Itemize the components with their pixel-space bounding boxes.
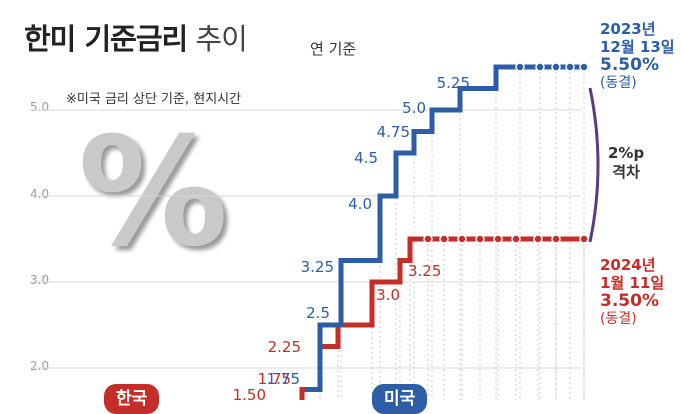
data-label: 2.25 [268, 338, 301, 356]
data-label: 3.25 [408, 262, 441, 280]
data-point [511, 234, 521, 244]
gap-brace [588, 87, 600, 243]
footnote: ※미국 금리 상단 기준, 현지시간 [66, 92, 242, 107]
y-tick-label: 4.0 [30, 187, 50, 201]
us-date-year: 2023년 [600, 20, 656, 38]
data-label: 4.0 [348, 195, 372, 213]
data-point [493, 234, 503, 244]
data-label: 4.75 [377, 123, 410, 141]
data-label: 3.0 [376, 286, 400, 304]
percent-watermark: % [78, 106, 229, 280]
kr-status: (동결) [600, 311, 637, 327]
data-point [439, 234, 449, 244]
data-label: 1.75 [258, 370, 291, 388]
chart-title: 한미 기준금리 추이 [24, 16, 248, 58]
data-label: 1.75 [267, 370, 300, 388]
data-point [423, 234, 433, 244]
kr-rate: 3.50% [600, 291, 659, 311]
title-suffix: 추이 [187, 22, 247, 56]
data-point [457, 234, 467, 244]
data-point [475, 234, 485, 244]
title-main: 한미 기준금리 [24, 22, 188, 56]
data-point [551, 234, 561, 244]
gap-value: 2%p [608, 144, 645, 162]
us-date-day: 12월 13일 [600, 38, 675, 56]
us-rate: 5.50% [600, 55, 659, 75]
kr-annotation: 2024년 1월 11일 3.50% (동결) [600, 256, 664, 328]
kr-date-year: 2024년 [600, 256, 656, 274]
us-annotation: 2023년 12월 13일 5.50% (동결) [600, 20, 675, 92]
legend-us: 미국 [372, 384, 428, 414]
rate-chart: 1.501.75 2.25 3.0 3.25 1.75 2.5 3.25 4.0 4.5 4.7… [30, 62, 600, 400]
data-point [551, 62, 561, 72]
data-point [579, 62, 589, 72]
data-point [579, 234, 589, 244]
data-point [515, 62, 525, 72]
y-tick-label: 3.0 [30, 273, 50, 287]
legend-korea: 한국 [104, 384, 160, 414]
data-label: 3.25 [301, 258, 334, 276]
data-label: 5.0 [402, 99, 426, 117]
data-label: 1.50 [233, 386, 266, 400]
kr-date-day: 1월 11일 [600, 274, 665, 292]
data-point [565, 62, 575, 72]
gap-label: 2%p 격차 [608, 144, 644, 182]
y-tick-label: 2.0 [30, 359, 50, 373]
unit-label: 연 기준 [310, 40, 357, 58]
data-point [535, 62, 545, 72]
series-line [305, 64, 584, 392]
data-label: 5.25 [437, 74, 470, 92]
gap-text: 격차 [612, 163, 640, 181]
us-status: (동결) [600, 75, 637, 91]
data-label: 2.5 [306, 304, 330, 322]
data-label: 4.5 [354, 149, 378, 167]
data-point [533, 234, 543, 244]
